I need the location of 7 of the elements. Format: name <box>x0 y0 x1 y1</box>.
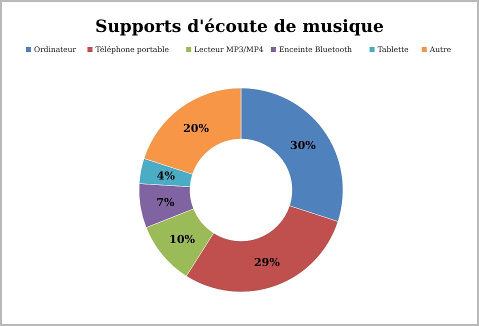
data-label: 30% <box>290 139 316 152</box>
data-label: 4% <box>156 170 176 183</box>
data-label: 20% <box>183 122 210 136</box>
chart-title: Supports d'écoute de musique <box>95 17 384 37</box>
data-label: 29% <box>254 256 280 269</box>
data-label: 10% <box>169 232 196 246</box>
data-label: 7% <box>156 196 176 209</box>
